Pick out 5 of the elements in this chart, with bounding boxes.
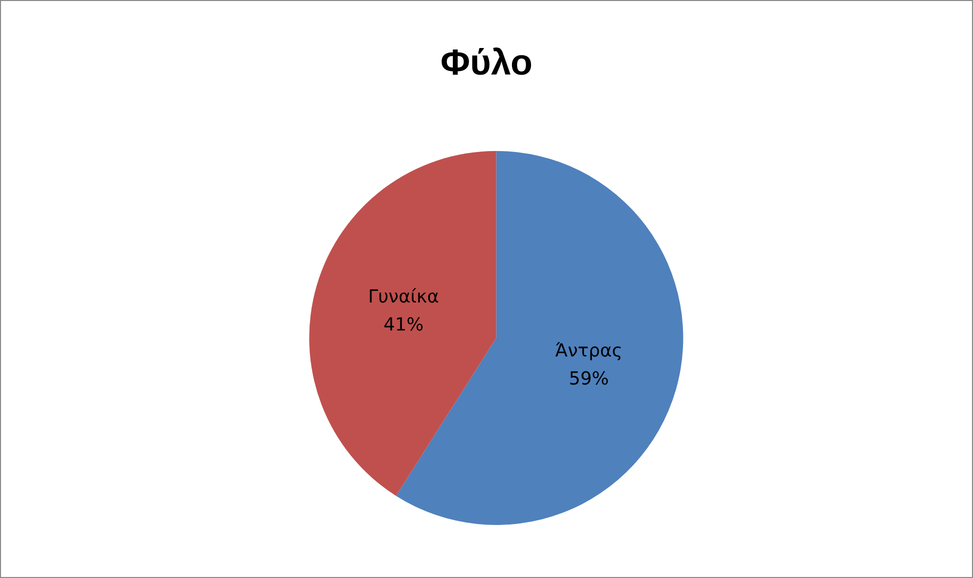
slice-label: Γυναίκα [368, 286, 440, 308]
chart-title: Φύλο [440, 42, 533, 82]
data-label: 41% [384, 314, 424, 336]
slice-label: Άντρας [555, 340, 622, 362]
data-label: 59% [568, 368, 609, 390]
